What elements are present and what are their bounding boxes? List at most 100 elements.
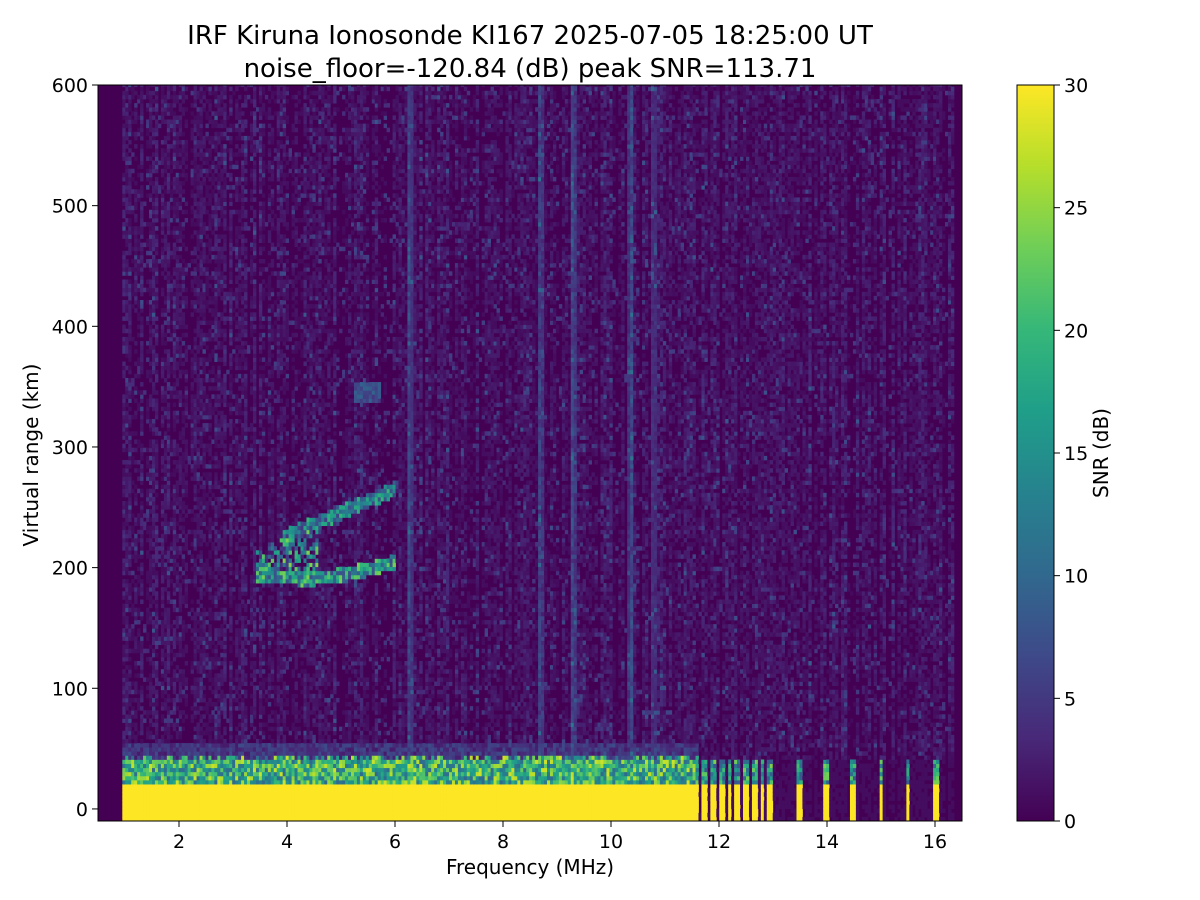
heatmap-cell <box>250 505 254 510</box>
heatmap-cell <box>178 640 183 645</box>
heatmap-cell <box>169 205 174 211</box>
heatmap-cell <box>229 455 233 461</box>
heatmap-cell <box>137 226 141 231</box>
heatmap-cell <box>122 484 126 490</box>
heatmap-cell <box>190 176 194 182</box>
heatmap-cell <box>169 230 174 235</box>
heatmap-cell <box>235 365 239 371</box>
heatmap-cell <box>146 492 150 498</box>
heatmap-cell <box>190 554 194 559</box>
heatmap-cell <box>134 607 138 613</box>
heatmap-cell <box>244 808 248 814</box>
heatmap-cell <box>235 484 239 490</box>
heatmap-cell <box>163 767 168 773</box>
heatmap-cell <box>149 246 153 252</box>
heatmap-cell <box>238 722 242 728</box>
heatmap-cell <box>152 406 156 412</box>
heatmap-cell <box>223 529 227 535</box>
heatmap-cell <box>163 808 168 814</box>
heatmap-cell <box>190 357 194 362</box>
heatmap-cell <box>220 213 224 219</box>
heatmap-cell <box>220 168 224 174</box>
heatmap-cell <box>232 476 236 481</box>
heatmap-cell <box>226 226 230 231</box>
heatmap-cell <box>223 144 227 149</box>
heatmap-cell <box>172 771 177 777</box>
heatmap-cell <box>154 369 159 375</box>
heatmap-cell <box>205 242 209 248</box>
heatmap-cell <box>149 788 153 793</box>
heatmap-cell <box>211 542 215 547</box>
heatmap-cell <box>157 185 162 190</box>
heatmap-cell <box>125 542 129 547</box>
heatmap-cell <box>152 140 156 145</box>
heatmap-cell <box>172 472 177 477</box>
heatmap-cell <box>202 488 206 494</box>
heatmap-cell <box>125 578 129 584</box>
heatmap-cell <box>217 640 221 645</box>
heatmap-cell <box>217 94 221 100</box>
heatmap-cell <box>166 85 171 88</box>
heatmap-cell <box>214 287 218 293</box>
heatmap-cell <box>166 619 171 625</box>
heatmap-cell <box>211 394 215 399</box>
heatmap-cell <box>134 107 138 112</box>
heatmap-cell <box>131 710 135 715</box>
heatmap-cell <box>157 258 162 264</box>
heatmap-cell <box>217 480 221 486</box>
heatmap-cell <box>202 574 206 580</box>
heatmap-cell <box>157 800 162 805</box>
heatmap-cell <box>178 743 183 748</box>
heatmap-cell <box>143 201 147 207</box>
heatmap-cell <box>193 562 197 568</box>
heatmap-cell <box>199 267 203 272</box>
heatmap-cell <box>163 521 168 527</box>
heatmap-cell <box>163 361 168 367</box>
heatmap-cell <box>172 812 177 818</box>
heatmap-cell <box>181 271 186 276</box>
heatmap-cell <box>223 554 227 559</box>
heatmap-cell <box>125 283 129 289</box>
heatmap-cell <box>128 324 132 330</box>
heatmap-cell <box>199 357 203 362</box>
heatmap-cell <box>131 382 135 387</box>
heatmap-cell <box>232 796 236 801</box>
heatmap-cell <box>241 730 245 736</box>
heatmap-cell <box>217 427 221 432</box>
heatmap-cell <box>208 148 212 153</box>
heatmap-cell <box>223 394 227 399</box>
heatmap-cell <box>235 85 239 88</box>
heatmap-cell <box>154 250 159 256</box>
heatmap-cell <box>232 423 236 428</box>
heatmap-cell <box>149 476 153 481</box>
heatmap-cell <box>229 271 233 276</box>
heatmap-cell <box>244 250 248 256</box>
heatmap-cell <box>214 706 218 711</box>
heatmap-cell <box>208 771 212 777</box>
heatmap-cell <box>160 751 165 756</box>
heatmap-cell <box>181 181 186 186</box>
heatmap-cell <box>134 217 138 223</box>
heatmap-cell <box>250 599 254 604</box>
heatmap-cell <box>154 693 159 699</box>
heatmap-cell <box>172 209 177 215</box>
heatmap-cell <box>128 382 132 387</box>
heatmap-cell <box>140 669 144 674</box>
heatmap-cell <box>247 747 251 752</box>
heatmap-cell <box>140 418 144 424</box>
heatmap-cell <box>208 730 212 736</box>
heatmap-cell <box>146 595 150 600</box>
heatmap-cell <box>214 176 218 182</box>
heatmap-cell <box>214 460 218 465</box>
heatmap-cell <box>166 484 171 490</box>
heatmap-cell <box>122 250 126 256</box>
heatmap-cell <box>149 595 153 600</box>
heatmap-cell <box>196 402 200 408</box>
heatmap-cell <box>122 796 126 801</box>
heatmap-cell <box>217 369 221 375</box>
heatmap-cell <box>125 587 129 592</box>
heatmap-cell <box>238 771 242 777</box>
heatmap-cell <box>149 291 153 297</box>
heatmap-cell <box>223 357 227 362</box>
heatmap-cell <box>143 808 147 814</box>
